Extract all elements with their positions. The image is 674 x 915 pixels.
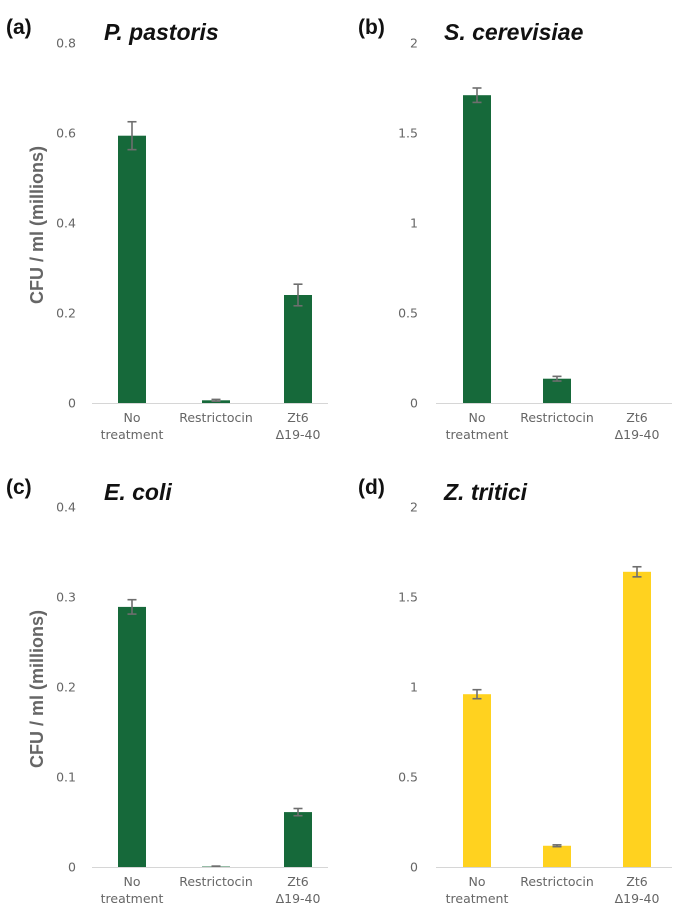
y-tick-label: 0.4 (56, 216, 76, 231)
panel-letter: (b) (358, 16, 385, 39)
x-category-label: Restrictocin (179, 874, 253, 889)
x-category-label: treatment (446, 891, 509, 906)
y-tick-label: 0.5 (398, 306, 418, 321)
x-category-label: Δ19-40 (615, 891, 660, 906)
x-category-label: Zt6 (626, 874, 647, 889)
x-category-label: treatment (101, 891, 164, 906)
panel-title: Z. tritici (443, 479, 528, 505)
panel-letter: (c) (6, 476, 32, 499)
y-tick-label: 0 (68, 860, 76, 875)
x-category-label: Zt6 (287, 874, 308, 889)
panel-letter: (a) (6, 16, 32, 39)
y-tick-label: 0.5 (398, 770, 418, 785)
y-tick-label: 1.5 (398, 590, 418, 605)
x-category-label: No (124, 874, 141, 889)
y-tick-label: 0.1 (56, 770, 76, 785)
y-tick-label: 0.4 (56, 500, 76, 515)
bar (543, 845, 571, 867)
y-tick-label: 1.5 (398, 126, 418, 141)
x-category-label: No (469, 874, 486, 889)
bar (623, 571, 651, 867)
chart-panel-4: (d) Z. tritici 0 0.5 1 1.5 2 No treatment Restric… (358, 476, 672, 906)
bar (284, 812, 312, 867)
panel-title: E. coli (104, 479, 172, 505)
bar (118, 135, 146, 403)
panel-title: S. cerevisiae (444, 19, 584, 45)
bar (118, 606, 146, 867)
y-tick-label: 0.3 (56, 590, 76, 605)
y-tick-label: 0.6 (56, 126, 76, 141)
x-category-label: treatment (101, 427, 164, 442)
chart-panel-2: (b) S. cerevisiae 0 0.5 1 1.5 2 No treatment Rest… (358, 16, 672, 442)
bar (463, 694, 491, 867)
y-tick-label: 2 (410, 500, 418, 515)
y-tick-label: 1 (410, 216, 418, 231)
x-category-label: Zt6 (626, 410, 647, 425)
y-tick-label: 0 (68, 396, 76, 411)
x-category-label: treatment (446, 427, 509, 442)
panel-title: P. pastoris (104, 19, 219, 45)
y-axis-title: CFU / ml (millions) (27, 610, 47, 768)
bar (463, 95, 491, 403)
x-category-label: Δ19-40 (615, 427, 660, 442)
y-tick-label: 0 (410, 860, 418, 875)
bar (284, 295, 312, 403)
chart-panel-3: (c) E. coli 0 0.1 0.2 0.3 0.4 CFU / ml (million… (6, 476, 328, 906)
chart-panel-1: (a) P. pastoris 0 0.2 0.4 0.6 0.8 CFU / ml (mil… (6, 16, 328, 442)
x-category-label: Restrictocin (520, 874, 594, 889)
bar (543, 378, 571, 403)
y-tick-label: 0.8 (56, 36, 76, 51)
y-tick-label: 0 (410, 396, 418, 411)
y-tick-label: 1 (410, 680, 418, 695)
y-axis-title: CFU / ml (millions) (27, 146, 47, 304)
x-category-label: No (469, 410, 486, 425)
x-category-label: Zt6 (287, 410, 308, 425)
y-tick-label: 2 (410, 36, 418, 51)
x-category-label: Δ19-40 (276, 891, 321, 906)
x-category-label: Δ19-40 (276, 427, 321, 442)
y-tick-label: 0.2 (56, 680, 76, 695)
y-tick-label: 0.2 (56, 306, 76, 321)
panel-letter: (d) (358, 476, 385, 499)
x-category-label: No (124, 410, 141, 425)
x-category-label: Restrictocin (179, 410, 253, 425)
x-category-label: Restrictocin (520, 410, 594, 425)
